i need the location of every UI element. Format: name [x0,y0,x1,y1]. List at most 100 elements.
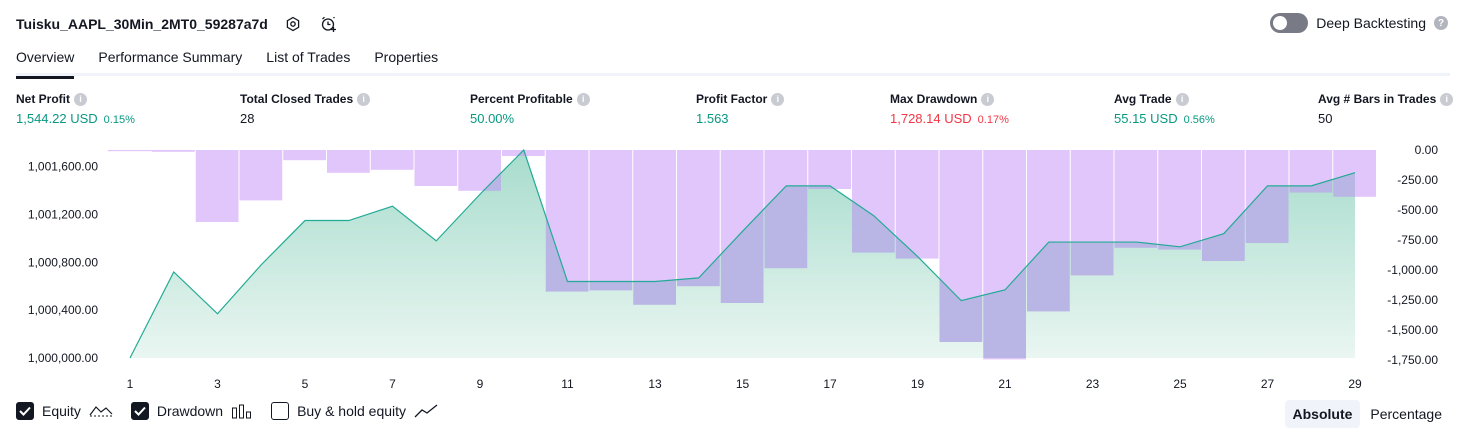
percentage-button[interactable]: Percentage [1370,406,1442,422]
deep-backtesting: Deep Backtesting ? [1270,13,1448,33]
info-icon[interactable]: i [576,92,590,106]
deep-backtesting-label: Deep Backtesting [1316,15,1426,31]
stat-profit-factor: Profit Factor i 1.563 [696,92,785,126]
x-axis-tick: 29 [1348,377,1362,391]
drawdown-bar [108,150,152,152]
stat-label: Profit Factor [696,92,768,106]
right-axis-tick: -1,000.00 [1387,263,1438,277]
left-axis-tick: 1,000,000.00 [28,351,98,365]
right-axis-tick: -250.00 [1397,173,1438,187]
drawdown-bar [239,150,283,201]
x-axis-tick: 9 [477,377,484,391]
drawdown-bar [808,150,851,189]
drawdown-overlap [502,150,545,156]
left-axis-tick: 1,000,800.00 [28,255,98,269]
drawdown-bar [1158,150,1201,250]
help-icon[interactable]: ? [1434,16,1448,30]
deep-backtesting-toggle[interactable] [1270,13,1309,33]
scale-mode-switch: Absolute Percentage [1284,400,1451,428]
x-axis-tick: 17 [823,377,837,391]
info-icon[interactable]: i [771,92,785,106]
tab-overview[interactable]: Overview [16,48,75,79]
stat-value: 1,544.22 USD [16,111,98,126]
left-axis-tick: 1,001,600.00 [28,160,98,174]
stat-label: Max Drawdown [890,92,978,106]
stat-label: Avg Trade [1114,92,1172,106]
right-axis-tick: -1,500.00 [1387,323,1438,337]
stat-avg-trade: Avg Trade i 55.15 USD 0.56% [1114,92,1215,126]
drawdown-bar [895,150,939,259]
stat-percent: 0.15% [103,114,135,126]
equity-line [129,148,1356,359]
right-axis-tick: -1,750.00 [1387,353,1438,367]
buy-hold-line-icon [414,404,438,418]
drawdown-bar [327,150,370,173]
x-axis-tick: 1 [127,377,134,391]
info-icon[interactable]: i [981,92,995,106]
drawdown-bar [414,150,458,186]
stat-percent: 0.17% [977,114,1009,126]
legend-buy-hold[interactable]: Buy & hold equity [271,402,438,420]
drawdown-bar [152,150,195,152]
legend-label: Buy & hold equity [297,403,407,419]
legend-label: Drawdown [156,403,224,419]
drawdown-bar [370,150,414,170]
tab-bar: Overview Performance Summary List of Tra… [16,48,1450,79]
drawdown-bar [195,150,239,222]
drawdown-bar [1114,150,1158,248]
stat-label: Avg # Bars in Trades [1318,92,1437,106]
info-icon[interactable]: i [357,92,371,106]
x-axis-tick: 19 [911,377,925,391]
x-axis-tick: 25 [1173,377,1187,391]
right-axis-tick: -500.00 [1397,203,1438,217]
stat-percent: 0.56% [1183,114,1215,126]
stat-label: Net Profit [16,92,70,106]
left-axis-tick: 1,000,400.00 [28,303,98,317]
stat-total-closed-trades: Total Closed Trades i 28 [240,92,371,126]
right-axis-tick: -1,250.00 [1387,293,1438,307]
stat-value: 1.563 [696,111,729,126]
left-axis-tick: 1,001,200.00 [28,208,98,222]
tab-list-of-trades[interactable]: List of Trades [266,49,351,65]
x-axis-tick: 27 [1261,377,1275,391]
tab-performance-summary[interactable]: Performance Summary [98,49,243,65]
chart-legend: Equity Drawdown Buy & hold equity [16,402,438,420]
legend-equity[interactable]: Equity [16,402,113,420]
legend-drawdown[interactable]: Drawdown [130,402,253,420]
x-axis-tick: 23 [1086,377,1100,391]
absolute-button[interactable]: Absolute [1284,400,1361,428]
info-icon[interactable]: i [74,92,87,106]
legend-label: Equity [42,403,81,419]
equity-checkbox[interactable] [16,402,34,420]
drawdown-bar [589,150,633,291]
stat-avg-bars: Avg # Bars in Trades i 50 [1318,92,1454,126]
right-axis-tick: -750.00 [1397,233,1438,247]
info-icon[interactable]: i [1175,92,1189,106]
drawdown-bar [283,150,326,161]
equity-line-icon [89,406,113,417]
stat-value: 1,728.14 USD [890,111,972,126]
stats-row: Net Profit i 1,544.22 USD 0.15% Total Clos… [16,92,1454,132]
info-icon[interactable]: i [1440,92,1454,106]
tab-properties[interactable]: Properties [374,49,439,65]
stat-max-drawdown: Max Drawdown i 1,728.14 USD 0.17% [890,92,1009,126]
buy-hold-checkbox[interactable] [271,402,290,420]
x-axis-tick: 3 [214,377,221,391]
settings-icon[interactable] [282,13,304,35]
x-axis-tick: 11 [561,377,574,391]
toggle-knob [1273,16,1288,30]
drawdown-bars-icon [232,404,252,419]
stat-label: Percent Profitable [470,92,573,106]
strategy-name: Tuisku_AAPL_30Min_2MT0_59287a7d [16,16,268,32]
x-axis-tick: 5 [302,377,309,391]
strategy-header: Tuisku_AAPL_30Min_2MT0_59287a7d [16,12,340,36]
drawdown-bar [633,150,676,305]
stat-value: 55.15 USD [1114,111,1178,126]
equity-drawdown-chart[interactable]: 1,000,000.00 1,000,400.00 1,000,800.00 1,00… [0,140,1466,396]
x-axis-tick: 21 [998,377,1012,391]
stat-net-profit: Net Profit i 1,544.22 USD 0.15% [16,92,135,126]
stat-value: 50 [1318,111,1333,126]
stat-label: Total Closed Trades [240,92,354,106]
drawdown-checkbox[interactable] [130,402,149,420]
add-alert-icon[interactable] [318,13,340,35]
